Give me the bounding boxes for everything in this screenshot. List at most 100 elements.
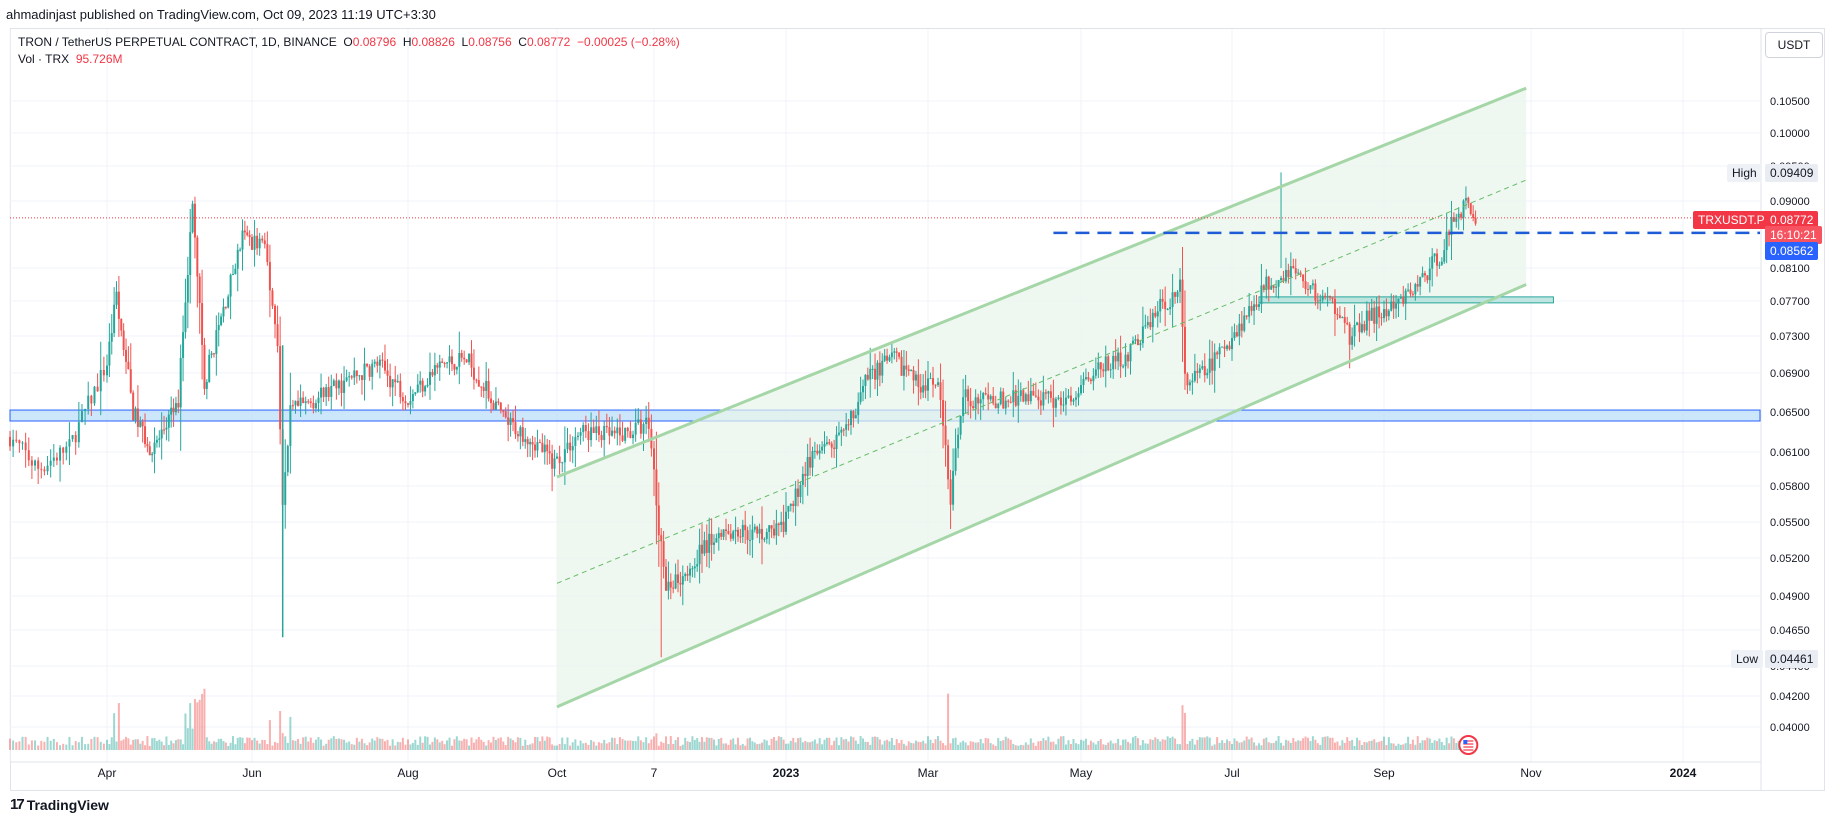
volume-bar [840, 737, 843, 750]
candle-body [1426, 275, 1429, 281]
volume-bar [962, 740, 965, 750]
legend-symbol[interactable]: TRON / TetherUS PERPETUAL CONTRACT, 1D, … [18, 35, 337, 49]
candle-body [153, 442, 156, 454]
y-tick-label: 0.05500 [1770, 517, 1810, 529]
candle-body [888, 357, 891, 361]
candle-body [1112, 355, 1115, 370]
volume-bar [394, 745, 397, 750]
volume-bar [325, 743, 328, 750]
high-value-tag: 0.09409 [1765, 164, 1819, 182]
candle-body [595, 426, 598, 434]
candle-body [937, 382, 940, 386]
volume-bar [463, 738, 466, 750]
candle-body [1104, 356, 1107, 372]
volume-bar [1032, 742, 1035, 750]
volume-bar [441, 740, 444, 750]
candle-body [576, 435, 579, 438]
volume-bar [732, 738, 735, 750]
candle-body [1329, 295, 1332, 298]
candle-body [1304, 281, 1307, 290]
currency-button[interactable]: USDT [1765, 32, 1823, 58]
candle-body [1014, 390, 1017, 406]
volume-bar [849, 736, 852, 750]
candle-body [1343, 317, 1346, 323]
candle-body [613, 430, 616, 434]
candle-body [780, 521, 783, 525]
candle-body [592, 427, 595, 434]
volume-bar [1094, 744, 1097, 750]
candle-body [1243, 315, 1246, 331]
volume-bar [655, 733, 658, 750]
volume-bar [1397, 743, 1400, 750]
volume-bar [210, 743, 213, 750]
volume-bar [1438, 738, 1441, 750]
volume-bar [818, 738, 821, 750]
candle-body [859, 392, 862, 402]
candle-body [949, 479, 952, 505]
candle-body [526, 439, 529, 445]
candle-body [1452, 217, 1455, 222]
candle-body [304, 401, 307, 404]
candle-body [125, 349, 128, 362]
volume-bar [302, 737, 305, 750]
volume-bar [689, 741, 691, 750]
candle-body [198, 276, 201, 304]
candle-body [1292, 266, 1295, 269]
candle-body [751, 529, 754, 540]
volume-bar [1034, 745, 1037, 750]
volume-bar [1329, 737, 1332, 750]
volume-bar [381, 738, 384, 750]
candle-body [959, 416, 962, 435]
volume-bar [967, 745, 970, 750]
candle-body [686, 574, 689, 576]
volume-bar [129, 744, 132, 750]
volume-bar [987, 738, 990, 750]
volume-bar [1338, 745, 1341, 750]
candle-body [653, 448, 655, 470]
last-price-tag: 0.08772 [1765, 211, 1819, 229]
candle-body [27, 450, 30, 461]
volume-bar [401, 737, 404, 750]
volume-bar [741, 743, 744, 750]
candle-body [37, 460, 40, 469]
tradingview-logo[interactable]: 17 TradingView [10, 796, 109, 813]
candle-body [299, 397, 302, 406]
candle-body [929, 378, 932, 380]
volume-bar [744, 745, 747, 750]
candle-body [917, 374, 920, 388]
candle-body [80, 411, 83, 423]
legend-volume-label[interactable]: Vol · TRX [18, 52, 70, 66]
volume-bar [1421, 740, 1424, 750]
candle-body [1457, 213, 1460, 218]
volume-bar [1151, 739, 1154, 750]
candle-body [563, 449, 566, 463]
volume-bar [823, 739, 826, 750]
volume-bar [1087, 744, 1090, 750]
volume-bar [924, 743, 927, 750]
volume-bar [871, 736, 874, 750]
volume-bar [637, 736, 640, 750]
volume-bar [650, 739, 653, 750]
volume-bar [332, 736, 335, 750]
volume-bar [426, 736, 429, 750]
volume-bar [132, 739, 135, 750]
candle-body [1321, 295, 1324, 300]
volume-bar [271, 745, 274, 750]
y-tick-label: 0.05800 [1770, 481, 1810, 493]
candle-body [677, 574, 679, 583]
candle-body [1087, 377, 1090, 380]
volume-bar [611, 737, 614, 750]
volume-bar [1077, 744, 1080, 750]
candle-body [1174, 292, 1177, 297]
candle-body [307, 401, 310, 403]
volume-bar [414, 739, 417, 750]
candle-body [268, 262, 271, 291]
candle-body [335, 380, 338, 389]
volume-bar [698, 741, 701, 750]
candle-body [77, 422, 80, 443]
candle-body [758, 528, 761, 534]
candle-body [1311, 283, 1314, 286]
volume-bar [1360, 744, 1363, 750]
candle-body [210, 353, 213, 355]
